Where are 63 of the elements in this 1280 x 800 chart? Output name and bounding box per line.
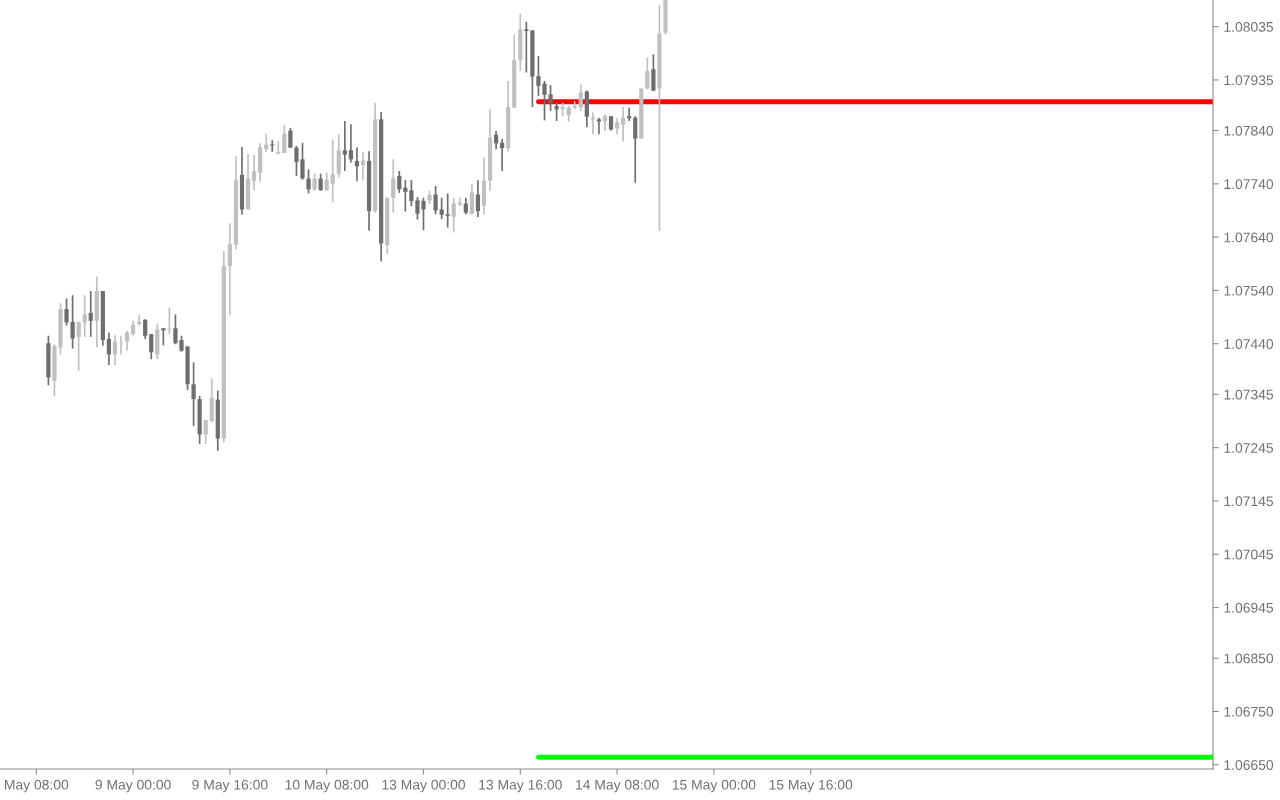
candlestick: [251, 154, 257, 192]
candlestick: [651, 53, 656, 92]
candlestick: [451, 196, 456, 234]
candlestick: [342, 120, 347, 172]
x-tick-label: 15 May 00:00: [672, 779, 756, 793]
x-tick-label: 9 May 00:00: [95, 779, 171, 793]
candlestick: [124, 330, 130, 352]
candlestick: [524, 21, 529, 74]
y-tick-label: 1.07245: [1224, 442, 1274, 453]
candlestick: [596, 116, 602, 136]
candlestick: [264, 132, 269, 154]
candlestick: [282, 124, 287, 154]
y-tick-label: 1.07540: [1224, 285, 1274, 296]
y-tick-label: 1.06945: [1224, 602, 1274, 613]
x-tick-label: 13 May 00:00: [382, 779, 466, 793]
candlestick: [391, 158, 396, 214]
y-tick-label: 1.07045: [1224, 549, 1274, 560]
y-tick-label: 1.07840: [1224, 125, 1274, 136]
candlestick: [64, 297, 69, 327]
candlestick: [76, 321, 81, 372]
x-tick-label: May 08:00: [5, 779, 69, 793]
candlestick: [578, 83, 583, 112]
candlestick: [445, 192, 450, 229]
candlestick: [88, 290, 93, 338]
candlestick: [397, 170, 402, 194]
candlestick: [348, 123, 354, 164]
x-tick-label: 13 May 16:00: [479, 779, 562, 793]
y-tick-label: 1.07640: [1224, 232, 1274, 243]
y-tick-label: 1.06650: [1224, 760, 1274, 770]
candlestick: [227, 222, 233, 316]
candlestick: [70, 294, 75, 350]
y-tick-label: 1.06750: [1224, 706, 1274, 717]
y-tick-label: 1.07440: [1224, 339, 1274, 349]
candlestick: [191, 361, 196, 427]
y-tick-label: 1.07345: [1224, 389, 1274, 400]
x-tick-label: 14 May 08:00: [576, 779, 659, 793]
candlestick: [288, 127, 293, 149]
candlestick: [306, 168, 311, 195]
x-tick-label: 9 May 16:00: [192, 779, 268, 793]
candlestick: [106, 331, 112, 366]
y-tick-label: 1.08035: [1224, 21, 1274, 32]
candlestick: [336, 133, 341, 179]
x-tick-label: 15 May 16:00: [769, 779, 853, 793]
candlestick: [433, 185, 438, 216]
y-tick-label: 1.07935: [1224, 75, 1274, 86]
candlestick: [330, 138, 335, 204]
candlestick: [360, 151, 366, 181]
y-tick-label: 1.07740: [1224, 179, 1274, 190]
candlestick: [475, 179, 481, 218]
candlestick: [645, 56, 650, 91]
candlestick: [633, 115, 638, 184]
candlestick: [439, 196, 444, 220]
candlestick: [143, 318, 148, 340]
candlestick: [82, 294, 87, 338]
candlestick: [149, 333, 154, 361]
candlestick: [469, 183, 475, 216]
candlestick: [209, 377, 214, 424]
x-tick-label: 10 May 08:00: [285, 779, 369, 793]
candlestick: [621, 106, 626, 143]
candlestick: [554, 102, 559, 122]
y-tick-label: 1.06850: [1224, 653, 1274, 664]
candlestick: [572, 100, 577, 111]
y-tick-label: 1.07145: [1224, 496, 1274, 507]
